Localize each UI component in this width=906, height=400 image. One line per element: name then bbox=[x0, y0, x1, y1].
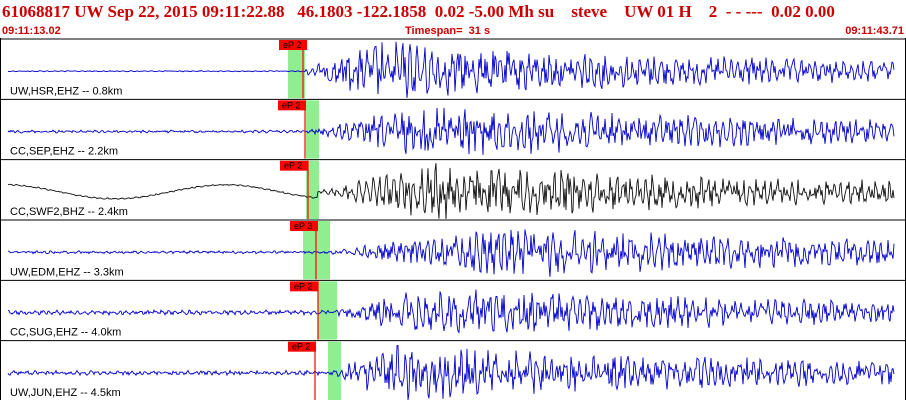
waveform bbox=[7, 229, 895, 277]
pick-tag[interactable] bbox=[279, 40, 307, 50]
trace-row[interactable]: eP 3 UW,EDM,EHZ -- 3.3km bbox=[0, 219, 906, 280]
seismogram-panel[interactable]: eP 2 UW,HSR,EHZ -- 0.8km eP 2 CC,SEP,EHZ --… bbox=[0, 38, 906, 400]
station-label: CC,SEP,EHZ -- 2.2km bbox=[10, 146, 118, 158]
trace-row[interactable]: eP 2 CC,SEP,EHZ -- 2.2km bbox=[0, 98, 906, 159]
pick-label: eP 2 bbox=[283, 40, 301, 50]
waveform bbox=[7, 107, 895, 155]
station-label: UW,EDM,EHZ -- 3.3km bbox=[10, 266, 124, 278]
station-label: CC,SUG,EHZ -- 4.0km bbox=[10, 327, 121, 339]
trace-row[interactable]: eP 2 UW,JUN,EHZ -- 4.5km bbox=[0, 340, 906, 400]
pick-tag[interactable] bbox=[288, 341, 316, 352]
start-time: 09:11:13.02 bbox=[2, 25, 61, 37]
trace-row[interactable]: eP 2 CC,SWF2,BHZ -- 2.4km bbox=[0, 159, 906, 220]
pick-label: eP 2 bbox=[294, 281, 312, 291]
pick-label: eP 2 bbox=[284, 161, 302, 171]
trace-row[interactable]: eP 2 CC,SUG,EHZ -- 4.0km bbox=[0, 279, 906, 340]
waveform bbox=[7, 289, 895, 334]
pick-tag[interactable] bbox=[290, 221, 318, 231]
pick-tag[interactable] bbox=[290, 281, 318, 292]
end-time: 09:11:43.71 bbox=[845, 25, 904, 37]
event-header: 61068817 UW Sep 22, 2015 09:11:22.88 46.… bbox=[0, 0, 906, 38]
timespan: Timespan= 31 s bbox=[405, 25, 491, 37]
event-title: 61068817 UW Sep 22, 2015 09:11:22.88 46.… bbox=[2, 2, 835, 21]
station-label: UW,HSR,EHZ -- 0.8km bbox=[10, 85, 122, 97]
station-label: CC,SWF2,BHZ -- 2.4km bbox=[10, 206, 128, 218]
pick-label: eP 2 bbox=[292, 342, 310, 352]
waveform bbox=[7, 163, 895, 220]
pick-tag[interactable] bbox=[278, 100, 306, 111]
pick-window bbox=[306, 160, 319, 219]
trace-row[interactable]: eP 2 UW,HSR,EHZ -- 0.8km bbox=[0, 38, 906, 99]
pick-tag[interactable] bbox=[280, 160, 308, 171]
pick-label: eP 2 bbox=[282, 100, 300, 110]
waveform bbox=[7, 344, 895, 400]
station-label: UW,JUN,EHZ -- 4.5km bbox=[10, 387, 121, 399]
pick-window bbox=[288, 40, 305, 99]
waveform bbox=[7, 41, 895, 98]
pick-label: eP 3 bbox=[294, 221, 312, 231]
